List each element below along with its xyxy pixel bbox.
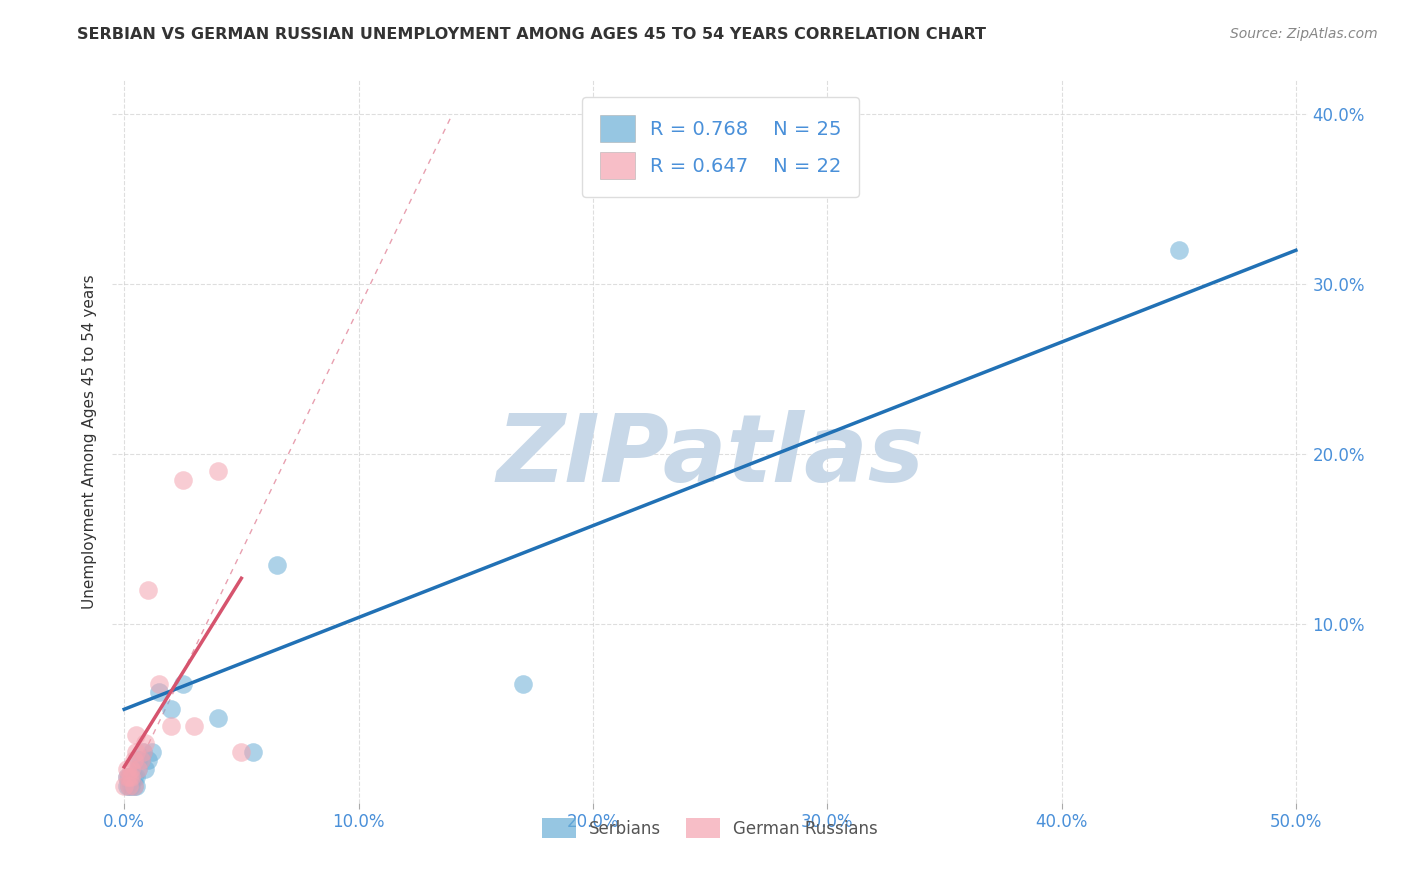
Point	[120, 779, 142, 793]
Point	[112, 779, 135, 793]
Point	[148, 677, 170, 691]
Point	[231, 745, 253, 759]
Point	[118, 770, 141, 784]
Point	[132, 745, 155, 759]
Point	[120, 773, 142, 788]
Point	[132, 745, 155, 759]
Point	[160, 702, 183, 716]
Point	[122, 779, 145, 793]
Point	[122, 779, 145, 793]
Point	[122, 770, 145, 784]
Point	[512, 677, 534, 691]
Point	[127, 753, 149, 767]
Legend: Serbians, German Russians: Serbians, German Russians	[536, 812, 884, 845]
Point	[118, 779, 141, 793]
Point	[129, 753, 152, 767]
Text: SERBIAN VS GERMAN RUSSIAN UNEMPLOYMENT AMONG AGES 45 TO 54 YEARS CORRELATION CHA: SERBIAN VS GERMAN RUSSIAN UNEMPLOYMENT A…	[77, 27, 987, 42]
Point	[129, 753, 152, 767]
Point	[207, 711, 229, 725]
Point	[120, 770, 142, 784]
Point	[115, 770, 138, 784]
Point	[183, 719, 205, 733]
Point	[141, 745, 163, 759]
Point	[134, 736, 156, 750]
Point	[1167, 244, 1189, 258]
Point	[125, 745, 148, 759]
Point	[115, 779, 138, 793]
Point	[172, 473, 194, 487]
Point	[136, 753, 159, 767]
Point	[127, 762, 149, 776]
Point	[125, 779, 148, 793]
Point	[115, 770, 138, 784]
Y-axis label: Unemployment Among Ages 45 to 54 years: Unemployment Among Ages 45 to 54 years	[82, 274, 97, 609]
Point	[207, 464, 229, 478]
Point	[118, 770, 141, 784]
Point	[160, 719, 183, 733]
Point	[242, 745, 264, 759]
Point	[125, 770, 148, 784]
Point	[134, 762, 156, 776]
Point	[136, 583, 159, 598]
Point	[115, 762, 138, 776]
Point	[148, 685, 170, 699]
Point	[172, 677, 194, 691]
Text: Source: ZipAtlas.com: Source: ZipAtlas.com	[1230, 27, 1378, 41]
Point	[120, 762, 142, 776]
Point	[125, 728, 148, 742]
Text: ZIPatlas: ZIPatlas	[496, 410, 924, 502]
Point	[127, 762, 149, 776]
Point	[266, 558, 288, 572]
Point	[122, 753, 145, 767]
Point	[118, 779, 141, 793]
